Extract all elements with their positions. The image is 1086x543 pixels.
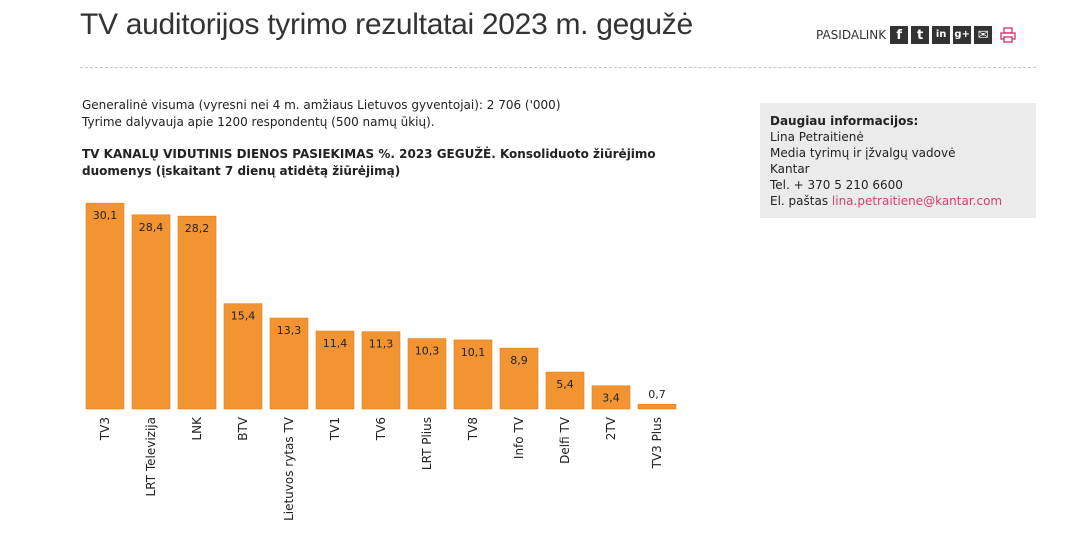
bar-2 (177, 215, 217, 410)
data-label-0: 30,1 (93, 209, 118, 222)
category-label-2: LNK (190, 416, 204, 441)
category-label-0: TV3 (98, 417, 112, 441)
bar-5 (315, 330, 355, 410)
info-title: Daugiau informacijos: (770, 114, 919, 128)
bar-8 (453, 339, 493, 410)
data-label-2: 28,2 (185, 222, 210, 235)
data-label-8: 10,1 (461, 346, 486, 359)
bar-4 (269, 317, 309, 410)
category-label-1: LRT Televizija (144, 417, 158, 496)
data-label-9: 8,9 (510, 354, 528, 367)
info-email-row: El. paštas lina.petraitiene@kantar.com (770, 193, 1026, 209)
data-label-6: 11,3 (369, 338, 394, 351)
data-label-3: 15,4 (231, 310, 256, 323)
header-divider (80, 67, 1036, 68)
info-company: Kantar (770, 162, 810, 176)
contact-info-box: Daugiau informacijos: Lina Petraitienė M… (760, 103, 1036, 218)
bar-6 (361, 331, 401, 410)
data-label-12: 0,7 (648, 388, 666, 401)
chart-title: TV KANALŲ VIDUTINIS DIENOS PASIEKIMAS %.… (82, 147, 656, 178)
googleplus-icon[interactable]: g+ (953, 26, 972, 44)
bar-11 (591, 385, 631, 410)
print-icon[interactable] (999, 26, 1017, 44)
category-label-3: BTV (236, 416, 250, 441)
linkedin-icon[interactable]: in (932, 26, 951, 44)
data-label-4: 13,3 (277, 324, 302, 337)
share-bar: PASIDALINK f t in g+ ✉ (816, 26, 1017, 44)
twitter-icon[interactable]: t (911, 26, 930, 44)
bar-1 (131, 214, 171, 410)
category-label-11: 2TV (604, 416, 618, 440)
info-email-label: El. paštas (770, 194, 829, 208)
data-label-10: 5,4 (556, 378, 574, 391)
info-position: Media tyrimų ir įžvalgų vadovė (770, 146, 956, 160)
category-label-5: TV1 (328, 417, 342, 441)
share-label: PASIDALINK (816, 28, 887, 42)
email-link[interactable]: lina.petraitiene@kantar.com (831, 194, 1003, 208)
intro-line-respondents: Tyrime dalyvauja apie 1200 respondentų (… (82, 115, 435, 129)
category-label-7: LRT Plius (420, 417, 434, 470)
bar-10 (545, 371, 585, 410)
bar-3 (223, 303, 263, 410)
info-name: Lina Petraitienė (770, 130, 864, 144)
category-label-4: Lietuvos rytas TV (282, 416, 296, 521)
data-label-11: 3,4 (602, 392, 620, 405)
info-phone: Tel. + 370 5 210 6600 (770, 178, 903, 192)
category-label-12: TV3 Plus (650, 417, 664, 469)
bar-7 (407, 338, 447, 410)
email-icon[interactable]: ✉ (974, 26, 993, 44)
category-label-6: TV6 (374, 417, 388, 441)
page-title: TV auditorijos tyrimo rezultatai 2023 m.… (80, 8, 693, 41)
bar-12 (637, 403, 677, 410)
category-label-8: TV8 (466, 417, 480, 441)
facebook-icon[interactable]: f (890, 26, 909, 44)
intro-text: Generalinė visuma (vyresni nei 4 m. amži… (82, 97, 722, 131)
data-label-5: 11,4 (323, 337, 348, 350)
data-label-7: 10,3 (415, 345, 440, 358)
bar-chart: 30,1 TV3 28,4 LRT Televizija 28,2 LNK 15,4 BTV 1… (85, 202, 677, 521)
bar-0 (85, 202, 125, 410)
bar-9 (499, 347, 539, 410)
category-label-9: Info TV (512, 416, 526, 459)
category-label-10: Delfi TV (558, 416, 572, 464)
intro-line-population: Generalinė visuma (vyresni nei 4 m. amži… (82, 98, 561, 112)
data-label-1: 28,4 (139, 221, 164, 234)
